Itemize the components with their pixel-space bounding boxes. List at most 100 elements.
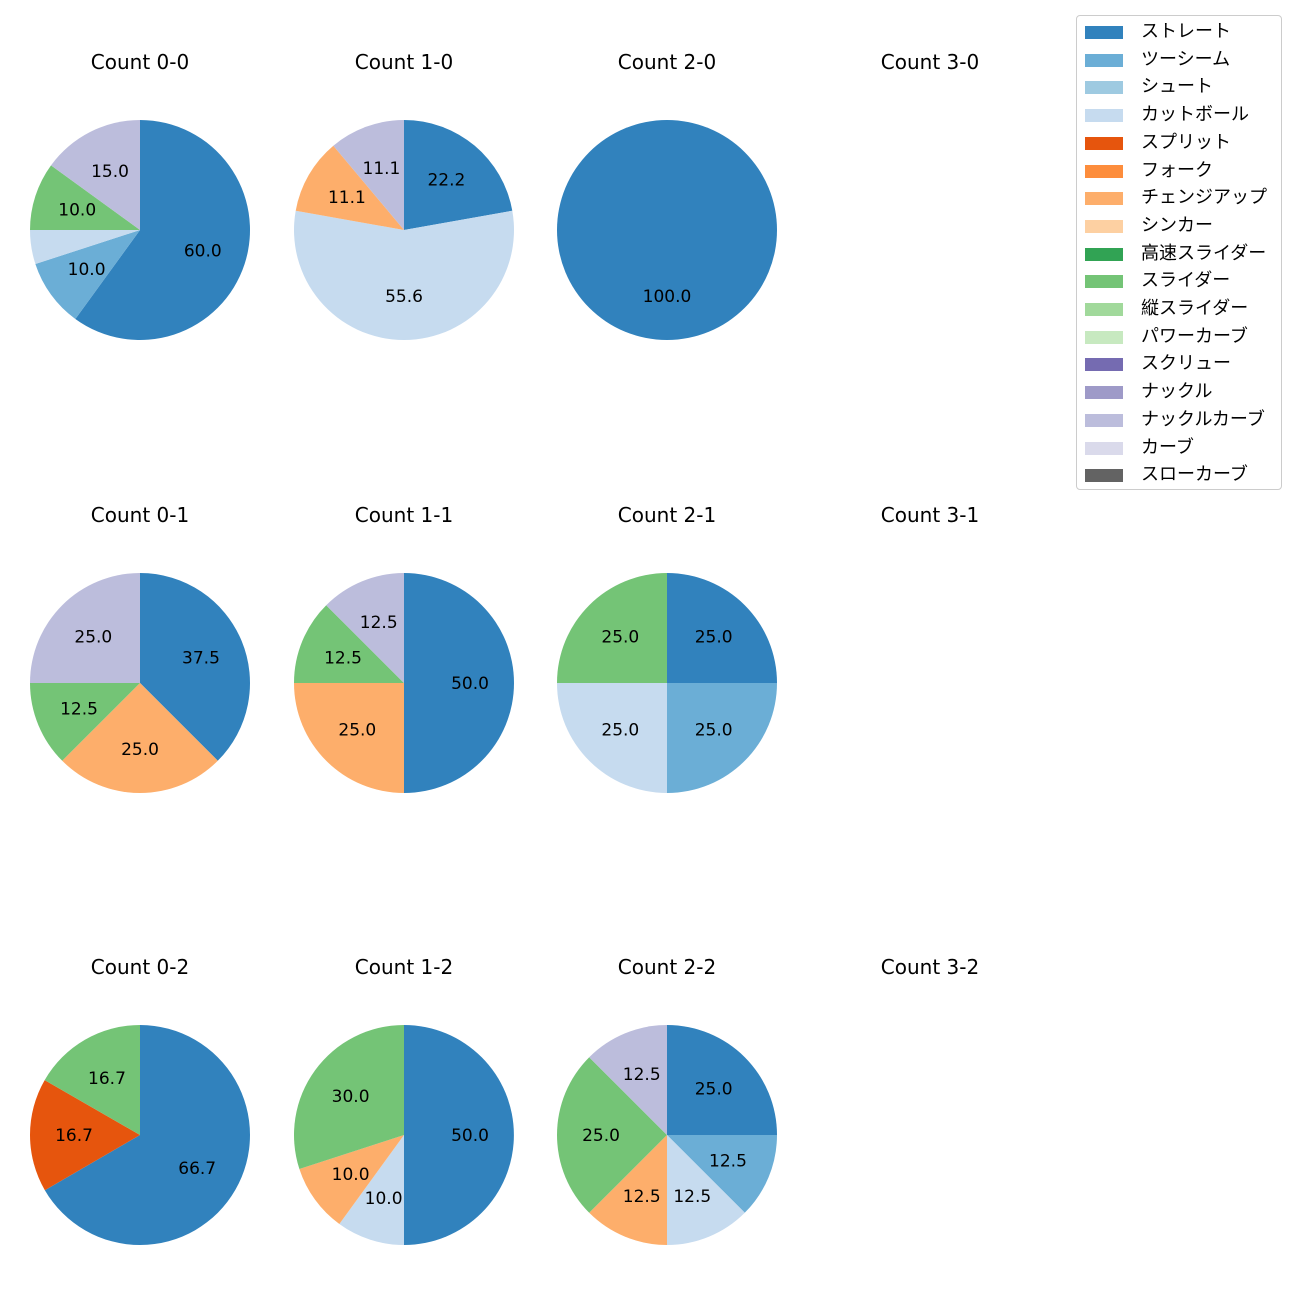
legend-swatch — [1085, 136, 1123, 150]
slice-label: 25.0 — [338, 721, 376, 741]
slice-label: 11.1 — [328, 188, 366, 208]
legend-item: スライダー — [1085, 269, 1281, 291]
slice-label: 25.0 — [695, 721, 733, 741]
chart-title: Count 1-1 — [355, 503, 453, 527]
chart-title: Count 2-1 — [618, 503, 716, 527]
chart-title: Count 0-1 — [91, 503, 189, 527]
legend-label: カーブ — [1141, 436, 1194, 458]
pie-slice — [29, 1080, 140, 1191]
slice-label: 25.0 — [121, 740, 159, 760]
legend-swatch — [1085, 164, 1123, 178]
pie-slice — [294, 605, 404, 683]
slice-label: 10.0 — [58, 201, 96, 221]
legend-swatch — [1085, 386, 1123, 400]
chart-title: Count 1-2 — [355, 955, 453, 979]
pie-slice — [44, 1025, 140, 1135]
legend-label: スローカーブ — [1141, 464, 1248, 486]
slice-label: 25.0 — [74, 627, 112, 647]
slice-label: 12.5 — [623, 1065, 661, 1085]
legend-label: ツーシーム — [1141, 48, 1231, 70]
legend-item: スプリット — [1085, 131, 1281, 153]
pie-slice — [294, 683, 404, 793]
chart-title: Count 3-1 — [881, 503, 979, 527]
legend-label: スプリット — [1141, 131, 1231, 153]
pie-slice — [293, 1025, 404, 1169]
legend-label: 縦スライダー — [1141, 298, 1249, 319]
pie-slice — [51, 120, 141, 230]
legend-swatch — [1085, 469, 1123, 483]
pie-slice — [404, 573, 514, 793]
slice-label: 37.5 — [182, 649, 220, 669]
slice-label: 25.0 — [582, 1126, 620, 1146]
legend-label: ナックル — [1141, 381, 1213, 403]
slice-label: 100.0 — [643, 287, 692, 307]
slice-label: 50.0 — [451, 1126, 489, 1146]
legend-label: シュート — [1141, 76, 1213, 98]
slice-label: 15.0 — [91, 162, 129, 182]
chart-title: Count 2-0 — [618, 50, 716, 74]
pie-slice — [299, 1135, 404, 1224]
legend-swatch — [1085, 219, 1123, 233]
pie-slice — [667, 683, 777, 793]
slice-label: 22.2 — [427, 170, 465, 190]
legend-item: スクリュー — [1085, 352, 1281, 374]
legend-item: シュート — [1085, 75, 1281, 97]
pie-slice — [667, 1135, 777, 1213]
pie-slice — [339, 1135, 404, 1245]
slice-label: 55.6 — [385, 287, 423, 307]
pie-slice — [30, 230, 140, 264]
legend-item: シンカー — [1085, 214, 1281, 236]
pie-slice — [557, 1057, 667, 1213]
pie-slice — [326, 573, 404, 683]
pie-slice — [667, 1135, 745, 1245]
pie-slice — [404, 120, 513, 230]
slice-label: 12.5 — [623, 1187, 661, 1207]
legend-label: ストレート — [1141, 21, 1231, 42]
legend-swatch — [1085, 247, 1123, 261]
pie-slice — [293, 210, 514, 341]
legend-label: チェンジアップ — [1141, 187, 1267, 209]
legend-item: 縦スライダー — [1085, 297, 1281, 319]
slice-label: 50.0 — [451, 674, 489, 694]
legend-item: フォーク — [1085, 159, 1281, 181]
legend-swatch — [1085, 275, 1123, 289]
legend-item: カーブ — [1085, 436, 1281, 458]
legend-label: ナックルカーブ — [1141, 408, 1265, 430]
legend-swatch — [1085, 53, 1123, 67]
slice-label: 10.0 — [365, 1189, 403, 1209]
pie-slice — [30, 683, 140, 761]
pie-slice — [557, 573, 667, 683]
legend-item: ツーシーム — [1085, 48, 1281, 70]
pie-slice — [62, 683, 218, 793]
chart-title: Count 3-0 — [881, 50, 979, 74]
legend-item: 高速スライダー — [1085, 242, 1281, 264]
pie-slice — [35, 230, 140, 319]
chart-title: Count 2-2 — [618, 955, 716, 979]
legend-item: スローカーブ — [1085, 463, 1281, 485]
slice-label: 12.5 — [673, 1187, 711, 1207]
pie-slice — [295, 145, 404, 230]
pie-slice — [44, 1025, 250, 1245]
legend-label: フォーク — [1141, 159, 1213, 181]
legend-item: パワーカーブ — [1085, 325, 1281, 347]
slice-label: 12.5 — [324, 649, 362, 669]
legend: ストレート ツーシーム シュート カットボール スプリット フォーク チェンジアップ シンカー… — [1076, 15, 1282, 490]
chart-title: Count 0-2 — [91, 955, 189, 979]
legend-item: チェンジアップ — [1085, 186, 1281, 208]
pie-slice — [557, 683, 667, 793]
legend-swatch — [1085, 81, 1123, 95]
chart-title: Count 3-2 — [881, 955, 979, 979]
pie-slice — [29, 165, 140, 230]
legend-item: ナックル — [1085, 380, 1281, 402]
slice-label: 60.0 — [184, 241, 222, 261]
legend-swatch — [1085, 441, 1123, 455]
pie-slice — [557, 120, 777, 340]
legend-label: スライダー — [1141, 270, 1231, 292]
legend-swatch — [1085, 109, 1123, 123]
chart-title: Count 0-0 — [91, 50, 189, 74]
legend-label: 高速スライダー — [1141, 242, 1267, 264]
slice-label: 12.5 — [60, 699, 98, 719]
slice-label: 10.0 — [332, 1165, 370, 1185]
slice-label: 30.0 — [332, 1087, 370, 1107]
pie-slice — [140, 573, 250, 761]
